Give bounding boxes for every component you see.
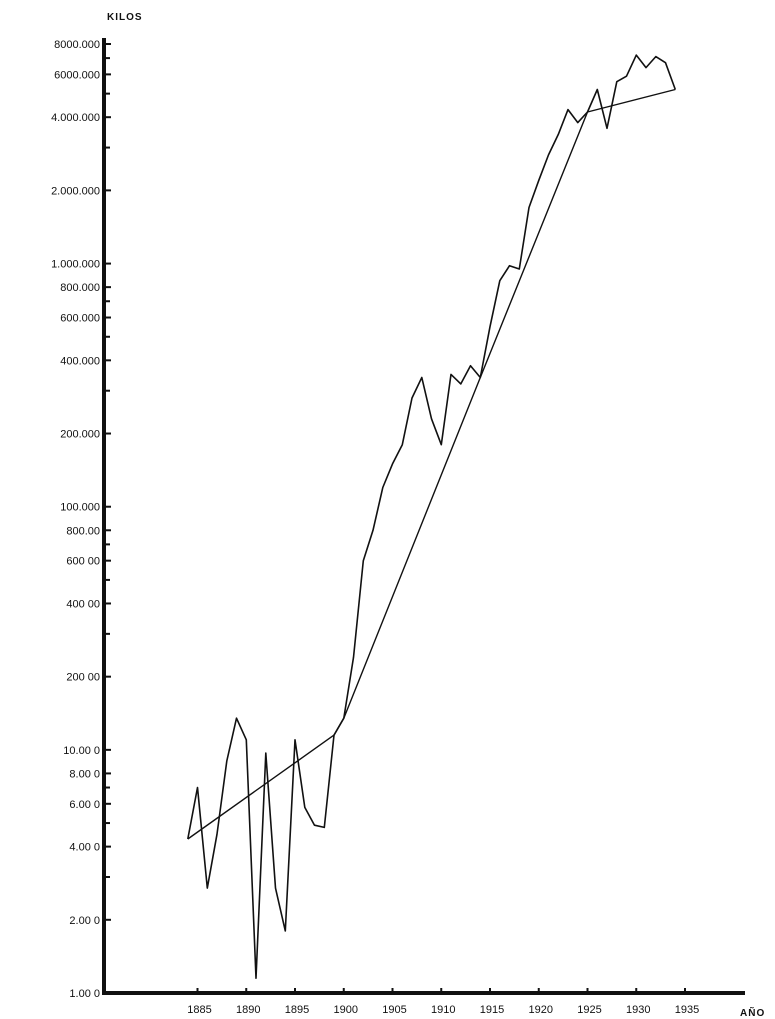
- y-tick-label: 600 00: [66, 556, 100, 568]
- y-tick-label: 4.000.000: [51, 112, 100, 124]
- y-tick-label: 2.000.000: [51, 185, 100, 197]
- x-ticks: 1885 1890 1895 1900 1905 1910 1915 1920 1925 1930…: [187, 988, 699, 1016]
- x-tick-label: 1925: [577, 1004, 601, 1016]
- x-tick-label: 1890: [236, 1004, 260, 1016]
- y-tick-label: 8000.000: [54, 39, 100, 51]
- y-tick-label: 800.000: [60, 282, 100, 294]
- x-tick-label: 1900: [334, 1004, 358, 1016]
- series-layer: [187, 54, 677, 980]
- axes: [102, 38, 745, 995]
- y-tick-label: 1.00 0: [69, 988, 100, 1000]
- y-tick-label: 600.000: [60, 313, 100, 325]
- x-tick-label: 1915: [480, 1004, 504, 1016]
- x-tick-label: 1910: [431, 1004, 455, 1016]
- y-tick-label: 10.00 0: [63, 745, 100, 757]
- trend-line: [187, 88, 676, 840]
- x-tick-label: 1895: [285, 1004, 309, 1016]
- y-tick-label: 200 00: [66, 672, 100, 684]
- y-tick-label: 100.000: [60, 502, 100, 514]
- y-tick-label: 6000.000: [54, 69, 100, 81]
- y-axis-title: KILOS: [107, 12, 143, 23]
- y-tick-label: 200.000: [60, 429, 100, 441]
- y-tick-label: 400 00: [66, 598, 100, 610]
- y-tick-label: 800.00: [66, 525, 100, 537]
- y-tick-label: 2.00 0: [69, 915, 100, 927]
- y-tick-label: 1.000.000: [51, 259, 100, 271]
- y-tick-label: 6.00 0: [69, 799, 100, 811]
- x-axis-title: AÑO: [740, 1006, 765, 1019]
- x-tick-label: 1885: [187, 1004, 211, 1016]
- y-tick-label: 8.00 0: [69, 768, 100, 780]
- y-tick-label: 400.000: [60, 355, 100, 367]
- y-tick-label: 4.00 0: [69, 842, 100, 854]
- x-tick-label: 1930: [626, 1004, 650, 1016]
- x-tick-label: 1935: [675, 1004, 699, 1016]
- x-tick-label: 1905: [382, 1004, 406, 1016]
- y-ticks: 1.00 0 2.00 0 4.00 0 6.00 0 8.00 0 10.00 0 200…: [51, 39, 111, 1000]
- observed-line: [187, 54, 677, 980]
- x-tick-label: 1920: [529, 1004, 553, 1016]
